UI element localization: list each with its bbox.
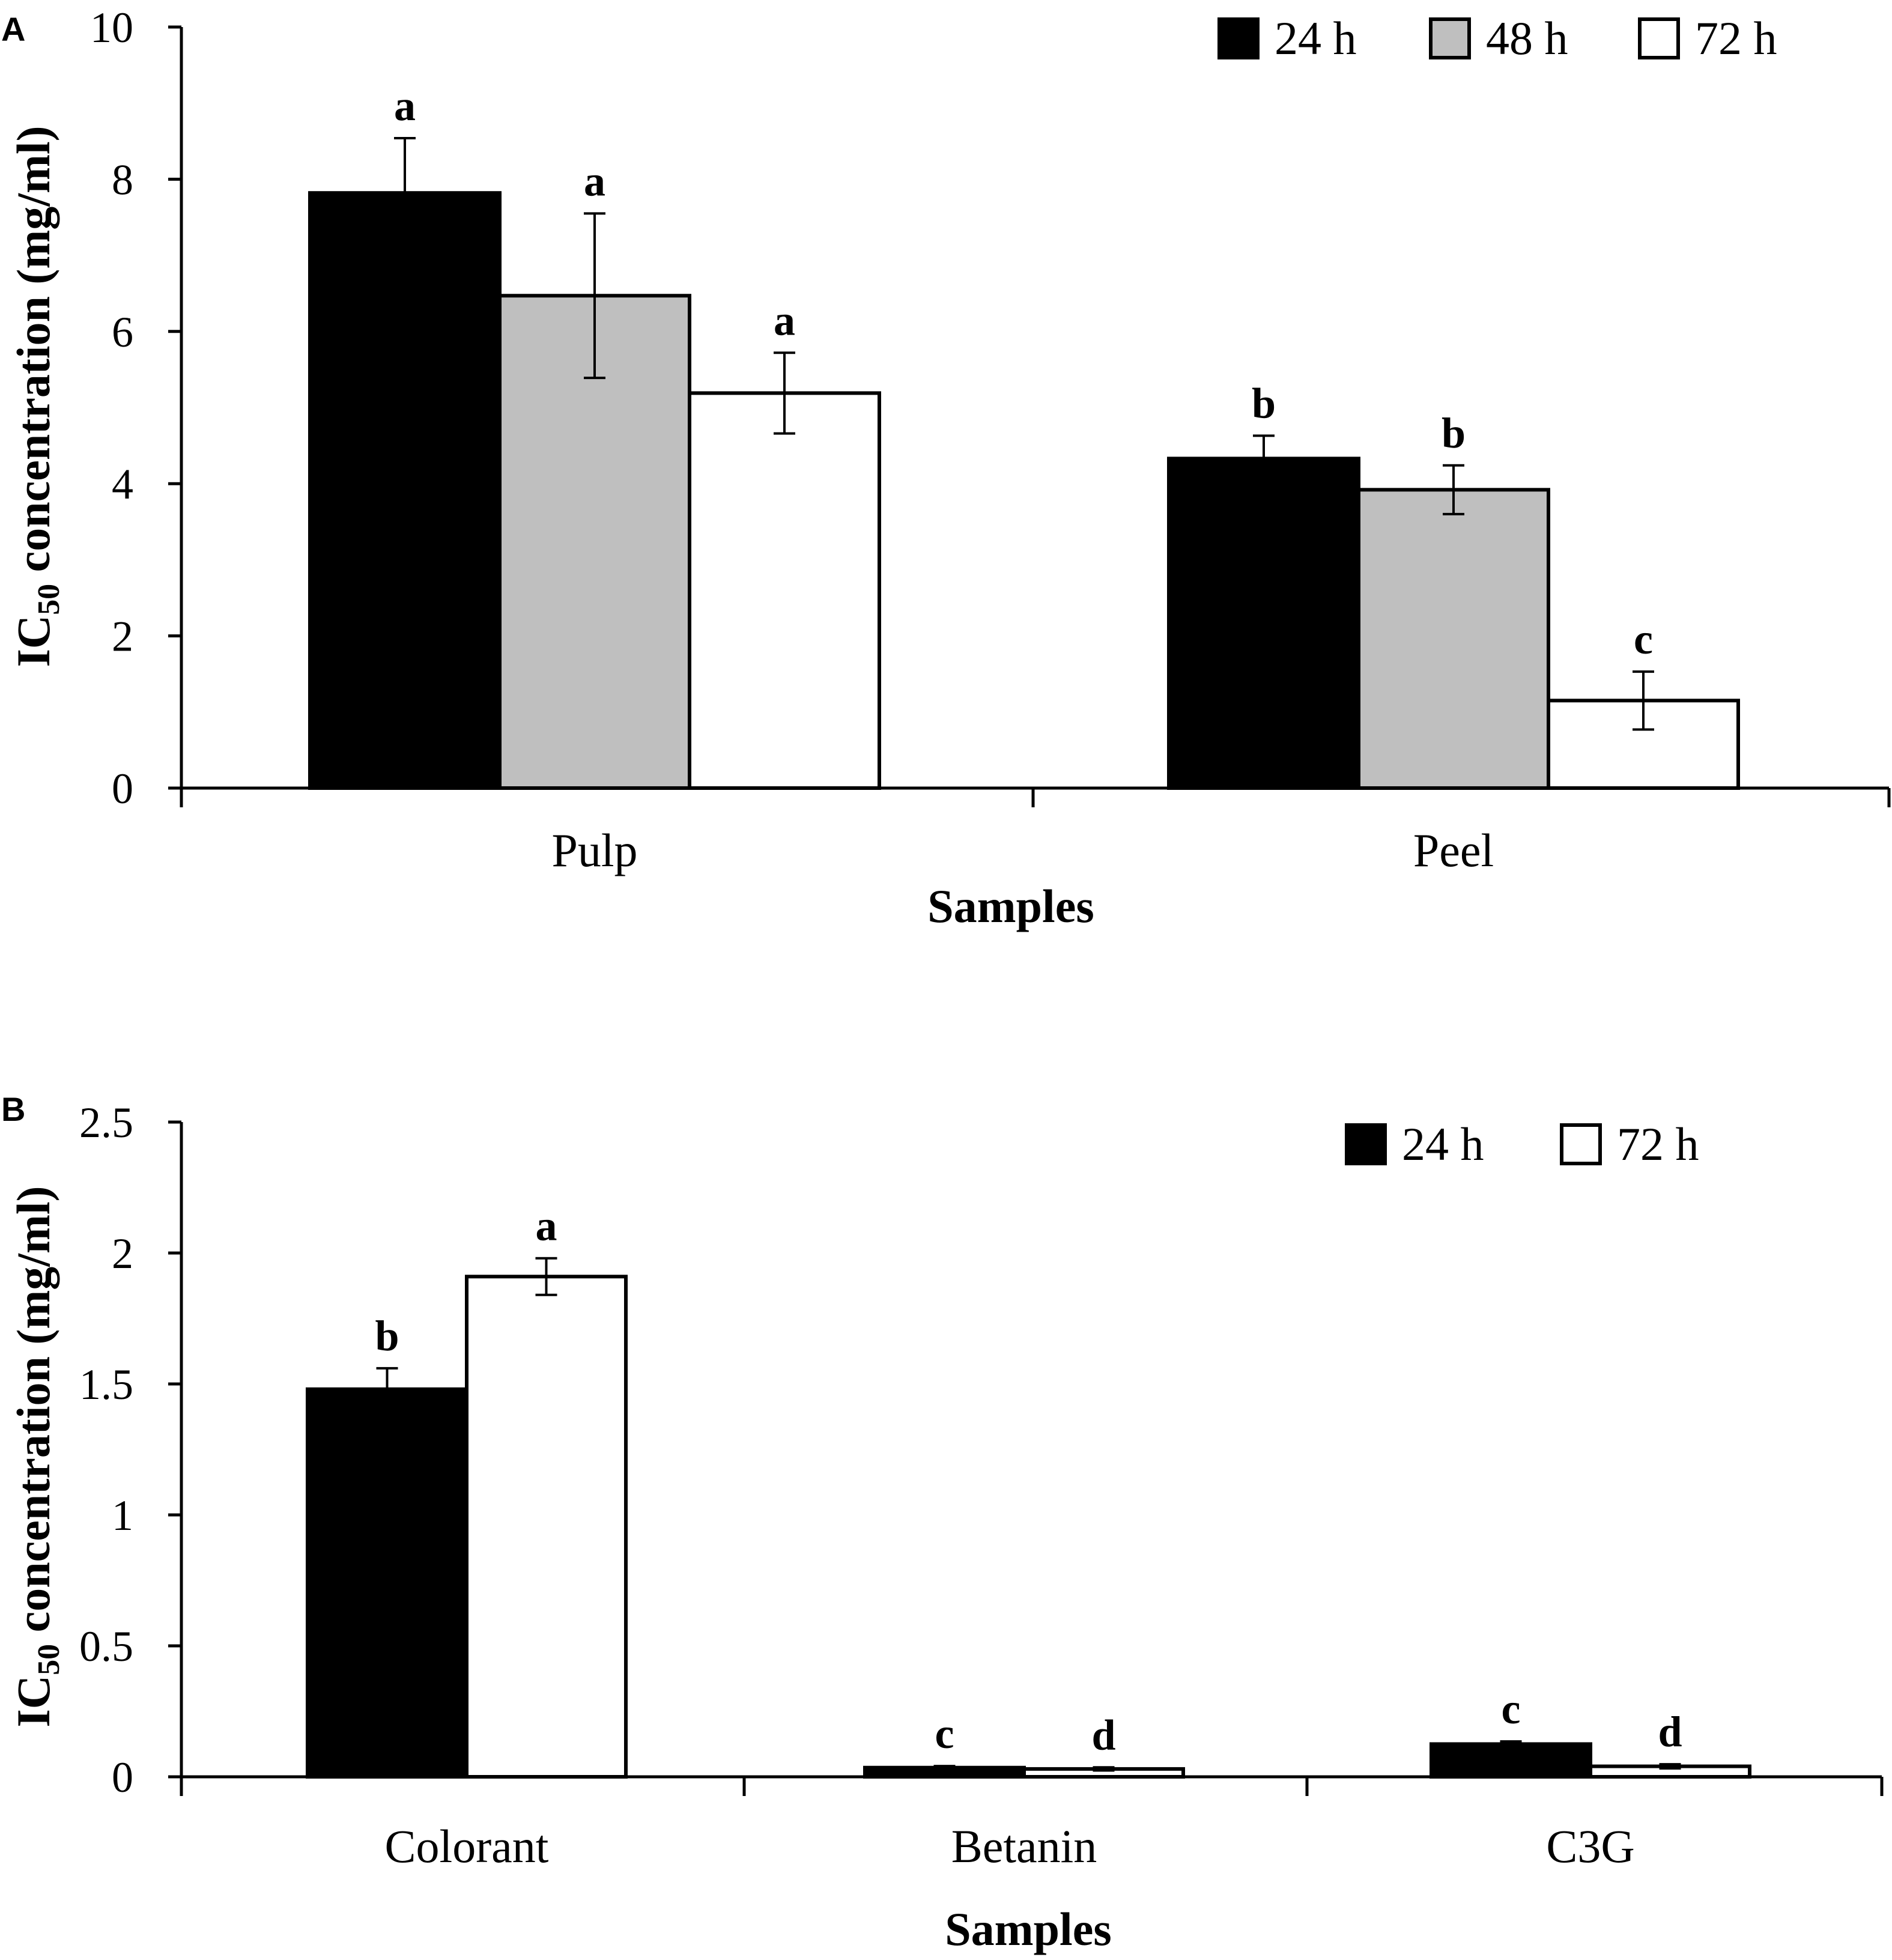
legend-label: 72 h bbox=[1695, 12, 1777, 64]
significance-letter: a bbox=[394, 82, 416, 130]
legend-label: 48 h bbox=[1486, 12, 1568, 64]
bar bbox=[1430, 1742, 1592, 1779]
significance-letter: b bbox=[375, 1312, 399, 1360]
y-tick-label: 6 bbox=[112, 308, 133, 356]
panel-letter: B bbox=[1, 1090, 25, 1128]
bar bbox=[308, 191, 502, 790]
y-tick-label: 2 bbox=[112, 1230, 133, 1278]
y-tick-label: 1.5 bbox=[79, 1361, 133, 1409]
y-tick-label: 0.5 bbox=[79, 1622, 133, 1670]
significance-letter: b bbox=[1252, 379, 1276, 427]
bar bbox=[1357, 488, 1550, 790]
y-tick-label: 0 bbox=[112, 1753, 133, 1801]
panel-a-chart: A 0 2 4 6 8 10 a a a Pulp b b c Peel Samples IC50 concen… bbox=[1, 4, 1891, 932]
bar bbox=[306, 1387, 468, 1779]
x-category-label: Peel bbox=[1413, 824, 1494, 876]
y-tick-label: 1 bbox=[112, 1491, 133, 1540]
significance-letter: a bbox=[774, 296, 795, 344]
legend-swatch bbox=[1560, 1123, 1602, 1165]
y-tick-label: 0 bbox=[112, 765, 133, 813]
panel-b-chart: B 0 0.5 1 1.5 2 2.5 b a Colorant c d Betanin c d C3G Sam… bbox=[1, 1090, 1884, 1955]
significance-letter: a bbox=[536, 1202, 557, 1250]
y-tick-label: 4 bbox=[112, 460, 133, 508]
y-tick-label: 10 bbox=[90, 4, 133, 52]
significance-letter: d bbox=[1658, 1708, 1682, 1756]
significance-letter: c bbox=[1502, 1685, 1521, 1733]
significance-letter: c bbox=[935, 1710, 954, 1758]
y-axis-title: IC50 concentration (mg/ml) bbox=[7, 1186, 66, 1727]
legend-swatch bbox=[1217, 17, 1260, 59]
x-category-label: Pulp bbox=[551, 824, 637, 876]
y-axis-title: IC50 concentration (mg/ml) bbox=[7, 126, 66, 667]
panel-letter: A bbox=[1, 10, 25, 48]
y-tick-label: 2.5 bbox=[79, 1099, 133, 1147]
significance-letter: b bbox=[1442, 409, 1466, 457]
x-axis-title: Samples bbox=[945, 1903, 1111, 1955]
legend-swatch bbox=[1638, 17, 1680, 59]
x-category-label: Colorant bbox=[385, 1820, 549, 1872]
x-category-label: Betanin bbox=[951, 1820, 1097, 1872]
legend-swatch bbox=[1429, 17, 1471, 59]
x-axis-title: Samples bbox=[927, 880, 1094, 932]
legend-swatch bbox=[1345, 1123, 1387, 1165]
bar bbox=[688, 391, 881, 790]
significance-letter: c bbox=[1634, 615, 1653, 663]
legend-label: 24 h bbox=[1402, 1118, 1484, 1170]
y-tick-label: 2 bbox=[112, 613, 133, 661]
y-tick-label: 8 bbox=[112, 156, 133, 204]
bar bbox=[1167, 457, 1360, 790]
x-category-label: C3G bbox=[1546, 1820, 1634, 1872]
legend-label: 24 h bbox=[1275, 12, 1357, 64]
significance-letter: a bbox=[584, 157, 605, 205]
legend-label: 72 h bbox=[1617, 1118, 1699, 1170]
bar bbox=[465, 1275, 628, 1779]
significance-letter: d bbox=[1091, 1711, 1115, 1759]
